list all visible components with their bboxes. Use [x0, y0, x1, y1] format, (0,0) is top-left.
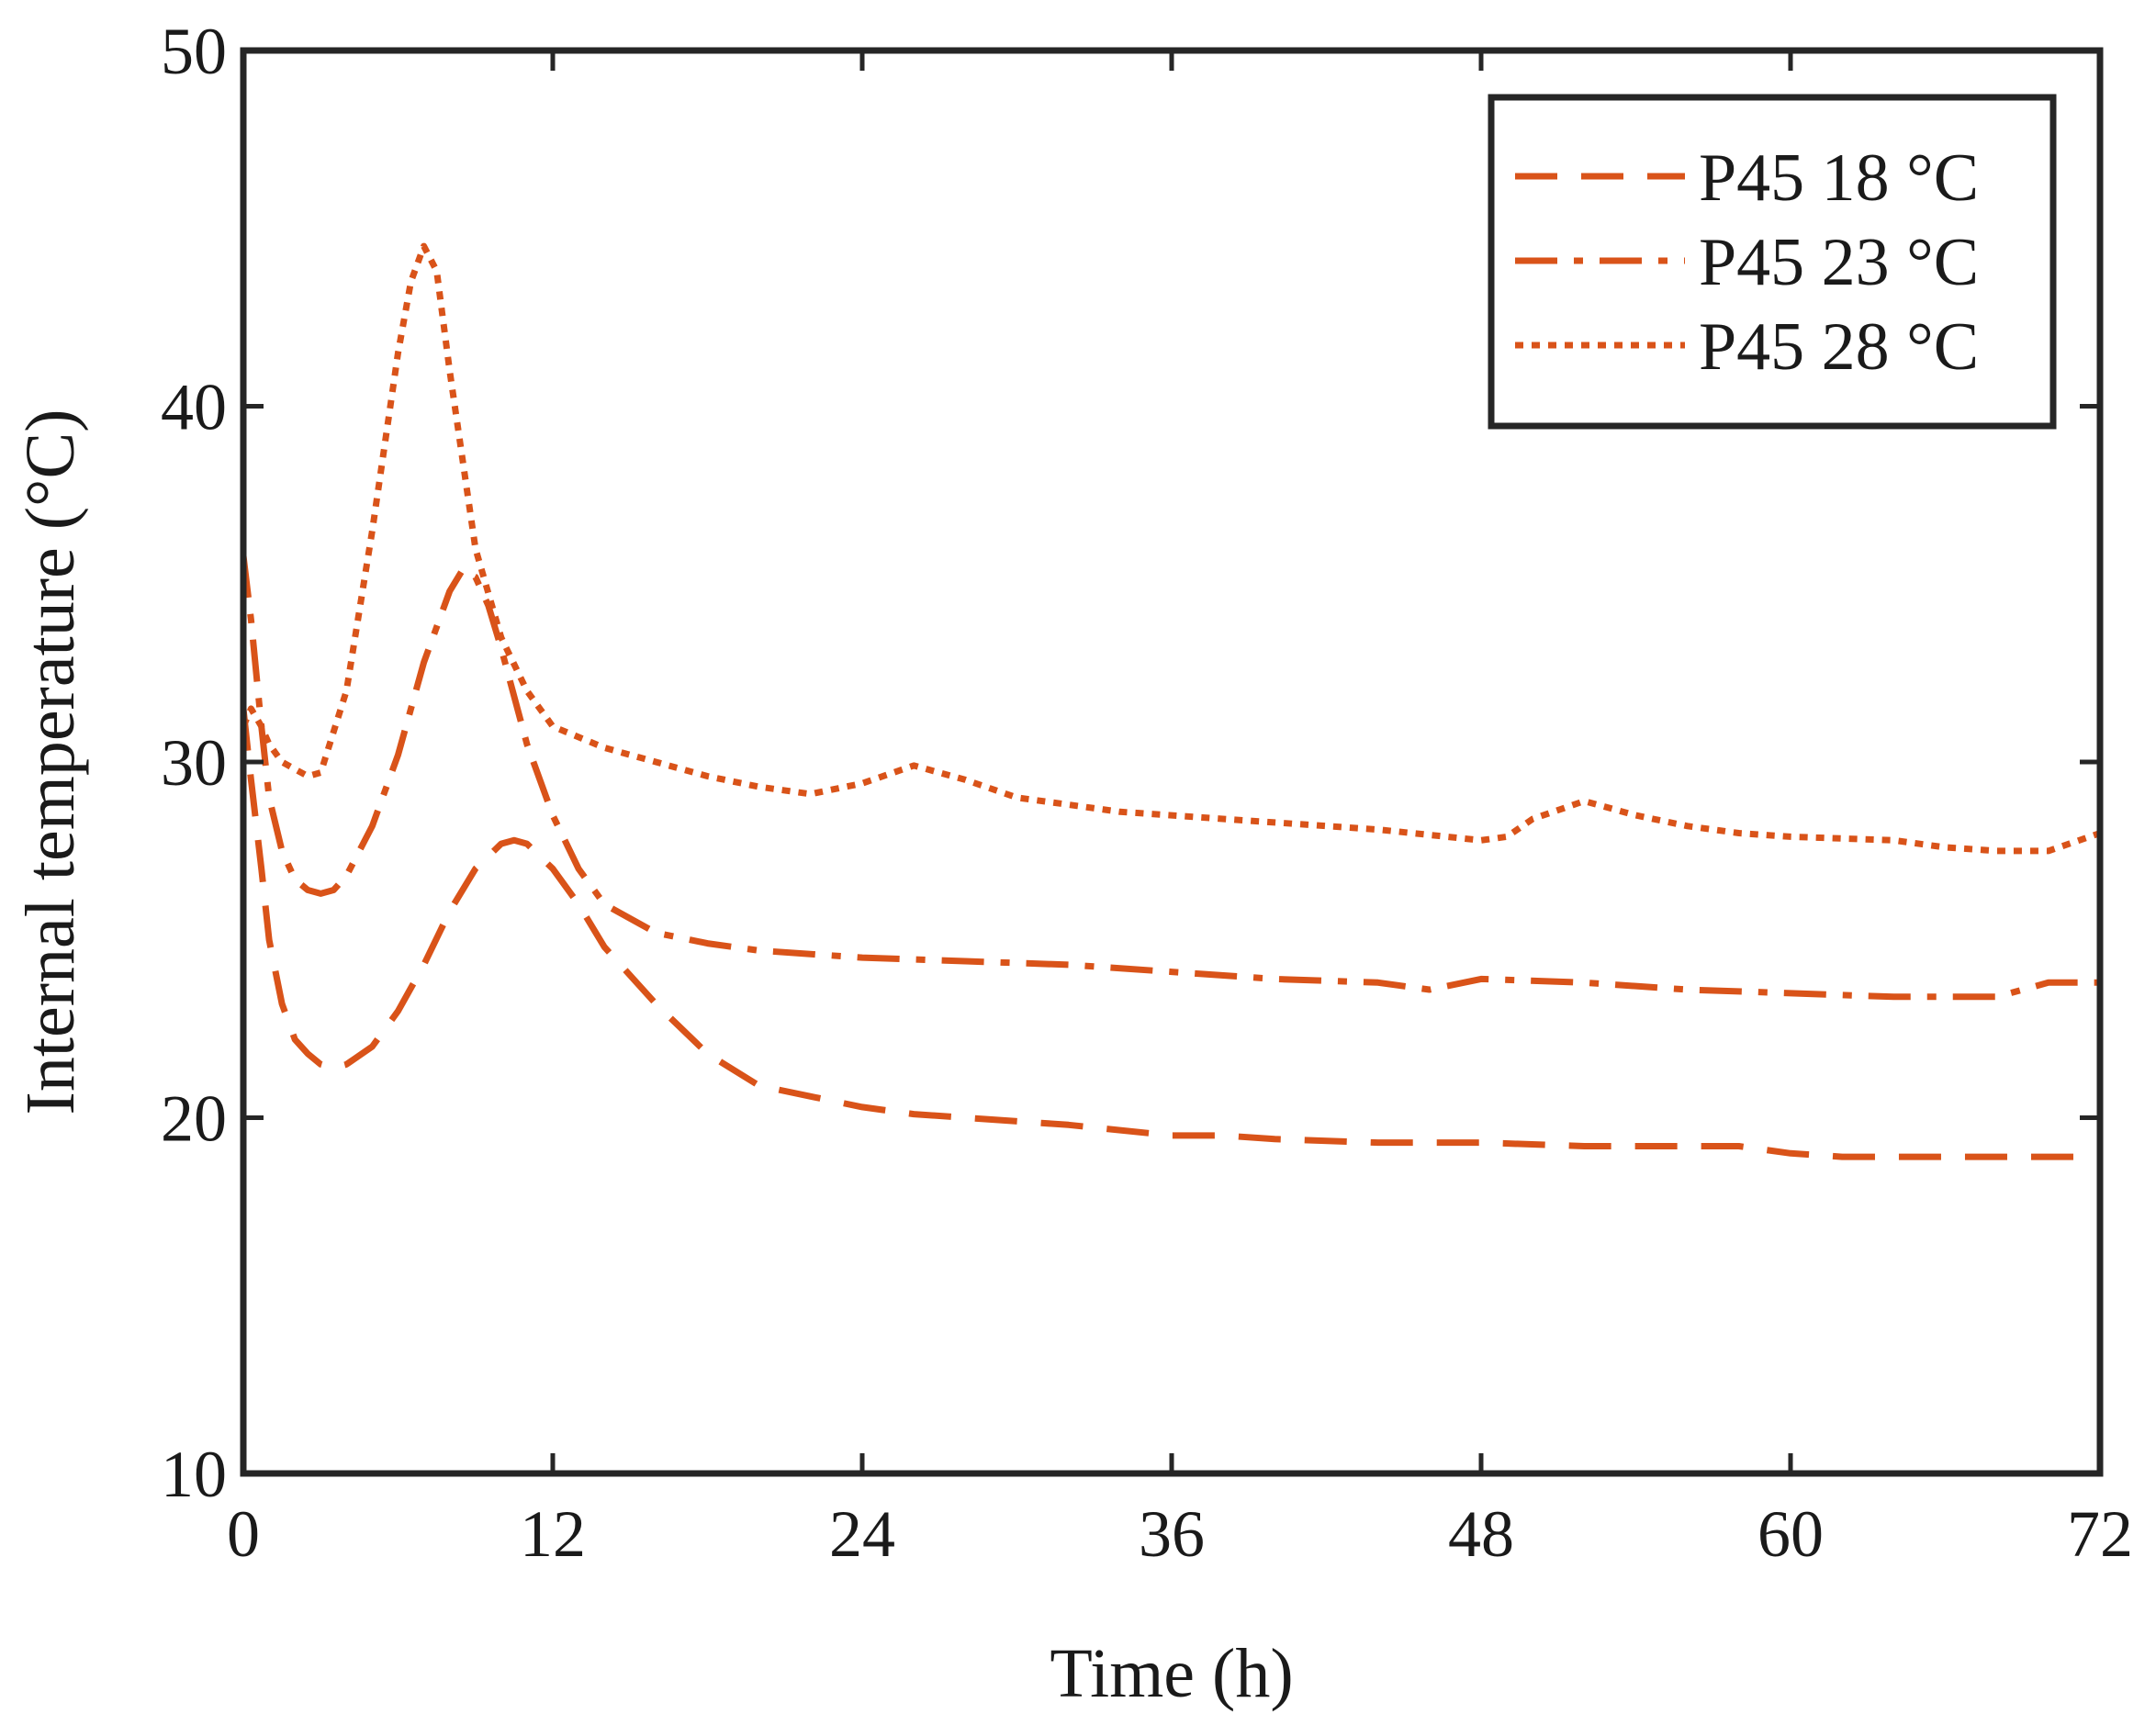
plot-area-frame — [240, 47, 2104, 1477]
x-tick-label: 48 — [1448, 1497, 1514, 1571]
legend-label-3: P45 28 °C — [1699, 309, 1979, 385]
y-tick-label: 50 — [161, 15, 227, 88]
y-tick-label: 30 — [161, 726, 227, 800]
series-line-3 — [243, 242, 2100, 855]
x-tick-label: 0 — [227, 1497, 260, 1571]
y-tick-label: 10 — [161, 1438, 227, 1511]
series-layer — [243, 242, 2100, 1160]
x-tick-label: 36 — [1139, 1497, 1205, 1571]
x-tick-label: 60 — [1757, 1497, 1824, 1571]
x-tick-label: 72 — [2067, 1497, 2133, 1571]
ticks-layer: 0 12 24 36 48 60 72 10 20 30 40 50 — [161, 15, 2133, 1571]
x-tick-label: 24 — [829, 1497, 895, 1571]
y-tick-label: 40 — [161, 371, 227, 444]
x-axis-title: Time (h) — [1050, 1635, 1293, 1712]
series-line-2 — [243, 554, 2100, 1001]
x-tick-label: 12 — [520, 1497, 586, 1571]
legend-label-1: P45 18 °C — [1699, 140, 1979, 216]
y-axis-title: Internal temperature (°C) — [12, 409, 89, 1115]
legend-label-2: P45 23 °C — [1699, 225, 1979, 300]
y-tick-label: 20 — [161, 1082, 227, 1156]
legend-box — [1488, 94, 2057, 430]
series-line-1 — [243, 708, 2100, 1160]
legend: P45 18 °C P45 23 °C P45 28 °C — [1488, 94, 2057, 430]
